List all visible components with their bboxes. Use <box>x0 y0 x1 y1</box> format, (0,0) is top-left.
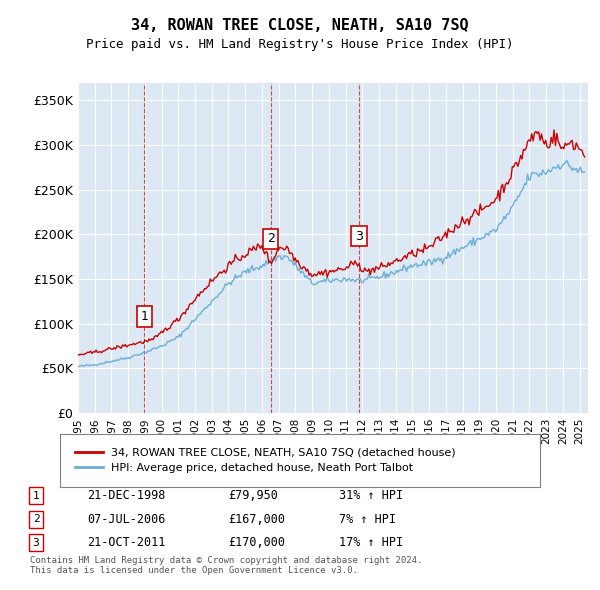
Text: 17% ↑ HPI: 17% ↑ HPI <box>339 536 403 549</box>
Text: £167,000: £167,000 <box>228 513 285 526</box>
Text: 34, ROWAN TREE CLOSE, NEATH, SA10 7SQ: 34, ROWAN TREE CLOSE, NEATH, SA10 7SQ <box>131 18 469 32</box>
Text: 31% ↑ HPI: 31% ↑ HPI <box>339 489 403 502</box>
Text: 2: 2 <box>266 232 275 245</box>
Text: £79,950: £79,950 <box>228 489 278 502</box>
Text: 2: 2 <box>32 514 40 524</box>
Text: 07-JUL-2006: 07-JUL-2006 <box>87 513 166 526</box>
Text: Price paid vs. HM Land Registry's House Price Index (HPI): Price paid vs. HM Land Registry's House … <box>86 38 514 51</box>
Text: 1: 1 <box>32 491 40 500</box>
Text: 21-OCT-2011: 21-OCT-2011 <box>87 536 166 549</box>
Text: 3: 3 <box>355 230 363 242</box>
Text: 21-DEC-1998: 21-DEC-1998 <box>87 489 166 502</box>
Text: 3: 3 <box>32 538 40 548</box>
Text: 7% ↑ HPI: 7% ↑ HPI <box>339 513 396 526</box>
Text: 1: 1 <box>140 310 148 323</box>
Legend: 34, ROWAN TREE CLOSE, NEATH, SA10 7SQ (detached house), HPI: Average price, deta: 34, ROWAN TREE CLOSE, NEATH, SA10 7SQ (d… <box>70 443 461 477</box>
Text: Contains HM Land Registry data © Crown copyright and database right 2024.
This d: Contains HM Land Registry data © Crown c… <box>30 556 422 575</box>
Text: £170,000: £170,000 <box>228 536 285 549</box>
